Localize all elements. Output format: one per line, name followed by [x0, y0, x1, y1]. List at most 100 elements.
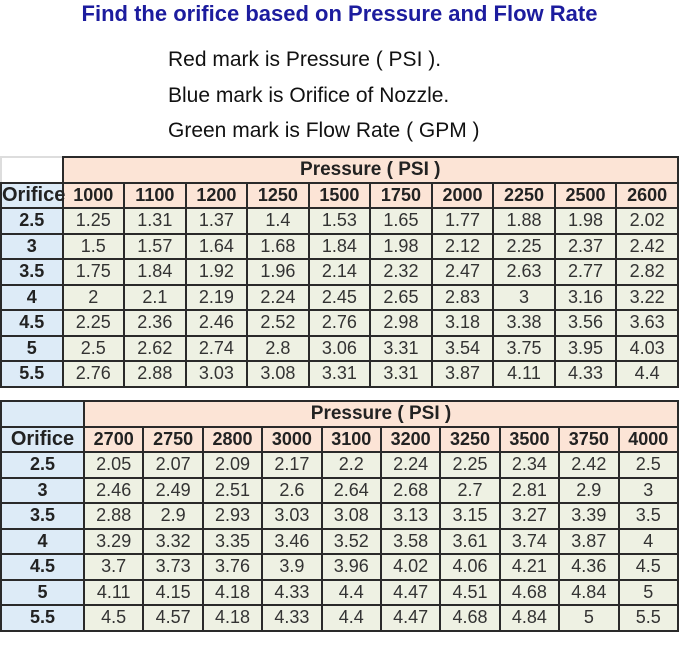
- flow-rate-cell: 1.84: [123, 258, 187, 286]
- flow-rate-cell: 4.36: [558, 553, 620, 581]
- orifice-cell: 5: [0, 578, 85, 606]
- note-flow-rate: Green mark is Flow Rate ( GPM ): [168, 119, 480, 142]
- orifice-cell: 4.5: [0, 309, 64, 337]
- flow-rate-cell: 3.63: [615, 309, 679, 337]
- flow-rate-cell: 2.74: [184, 334, 249, 362]
- flow-rate-cell: 3.74: [498, 527, 561, 555]
- flow-rate-cell: 1.88: [492, 207, 556, 235]
- orifice-cell: 5.5: [0, 604, 85, 632]
- flow-rate-cell: 1.75: [61, 258, 126, 286]
- flow-rate-cell: 4.5: [82, 604, 145, 632]
- flow-rate-cell: 3.87: [558, 527, 620, 555]
- flow-rate-cell: 1.77: [430, 207, 495, 235]
- flow-rate-cell: 4.68: [439, 604, 501, 632]
- flow-rate-cell: 2.93: [201, 502, 264, 530]
- flow-rate-cell: 4.84: [558, 578, 620, 606]
- pressure-header: 3500: [498, 425, 561, 453]
- flow-rate-cell: 3.76: [201, 553, 264, 581]
- flow-rate-cell: 2.42: [558, 451, 620, 479]
- pressure-header: 2250: [492, 181, 556, 209]
- flow-rate-cell: 3.29: [82, 527, 145, 555]
- flow-rate-cell: 1.98: [553, 207, 618, 235]
- flow-rate-cell: 5: [617, 578, 679, 606]
- flow-rate-cell: 2.02: [615, 207, 679, 235]
- flow-rate-cell: 5: [558, 604, 620, 632]
- flow-rate-cell: 1.31: [123, 207, 187, 235]
- pressure-header: 2750: [142, 425, 204, 453]
- flow-rate-cell: 2.5: [617, 451, 679, 479]
- flow-rate-cell: 2.81: [498, 476, 561, 504]
- flow-rate-cell: 3.27: [498, 502, 561, 530]
- flow-rate-cell: 4.5: [617, 553, 679, 581]
- table-row: 5 4.11 4.15 4.18 4.33 4.4 4.47 4.51 4.68 4.84 5: [0, 578, 679, 606]
- legend-notes: Red mark is Pressure ( PSI ). Blue mark …: [168, 42, 480, 149]
- flow-rate-cell: 1.84: [307, 232, 372, 260]
- flow-rate-cell: 2.09: [201, 451, 264, 479]
- table-row: 2.5 2.05 2.07 2.09 2.17 2.2 2.24 2.25 2.34 2.42 2.…: [0, 451, 679, 479]
- flow-rate-cell: 4.15: [142, 578, 204, 606]
- flow-rate-cell: 1.96: [246, 258, 310, 286]
- orifice-cell: 5.5: [0, 360, 64, 388]
- flow-rate-cell: 1.37: [184, 207, 249, 235]
- pressure-header: 3250: [439, 425, 501, 453]
- flow-rate-cell: 4.68: [498, 578, 561, 606]
- flow-rate-cell: 4.47: [379, 604, 442, 632]
- orifice-table-1: Pressure ( PSI ) Orifice 1000 1100 1200 1250 1…: [0, 156, 679, 388]
- page-title: Find the orifice based on Pressure and F…: [81, 1, 598, 26]
- flow-rate-cell: 2.37: [553, 232, 618, 260]
- pressure-header: 2000: [430, 181, 495, 209]
- pressure-group-header: Pressure ( PSI ): [83, 400, 679, 428]
- flow-rate-cell: 4.4: [320, 604, 382, 632]
- orifice-cell: 2.5: [0, 451, 85, 479]
- flow-rate-cell: 4.57: [142, 604, 204, 632]
- flow-rate-cell: 2.62: [123, 334, 187, 362]
- flow-rate-cell: 3.31: [369, 360, 433, 388]
- flow-rate-cell: 2.34: [498, 451, 561, 479]
- flow-rate-cell: 2.45: [307, 283, 372, 311]
- table-row: 4 2 2.1 2.19 2.24 2.45 2.65 2.83 3 3.16 3.22: [0, 283, 679, 311]
- pressure-group-row: Pressure ( PSI ): [0, 156, 679, 184]
- flow-rate-cell: 2.25: [439, 451, 501, 479]
- flow-rate-cell: 4.51: [439, 578, 501, 606]
- flow-rate-cell: 2.51: [201, 476, 264, 504]
- flow-rate-cell: 3.61: [439, 527, 501, 555]
- flow-rate-cell: 4.06: [439, 553, 501, 581]
- flow-rate-cell: 3.52: [320, 527, 382, 555]
- flow-rate-cell: 4.18: [201, 604, 264, 632]
- orifice-cell: 2.5: [0, 207, 64, 235]
- orifice-cell: 3.5: [0, 502, 85, 530]
- flow-rate-cell: 2.24: [379, 451, 442, 479]
- flow-rate-cell: 3.5: [617, 502, 679, 530]
- flow-rate-cell: 4.33: [261, 578, 323, 606]
- flow-rate-cell: 3.13: [379, 502, 442, 530]
- table-row: 3.5 2.88 2.9 2.93 3.03 3.08 3.13 3.15 3.27 3.39 3.…: [0, 502, 679, 530]
- corner-cell: [0, 156, 64, 184]
- flow-rate-cell: 3: [617, 476, 679, 504]
- pressure-header: 4000: [617, 425, 679, 453]
- flow-rate-cell: 3.35: [201, 527, 264, 555]
- pressure-header: 2500: [553, 181, 618, 209]
- flow-rate-cell: 4.11: [492, 360, 556, 388]
- flow-rate-cell: 2.42: [615, 232, 679, 260]
- flow-rate-cell: 3.31: [369, 334, 433, 362]
- pressure-header: 1100: [123, 181, 187, 209]
- flow-rate-cell: 2.63: [492, 258, 556, 286]
- flow-rate-cell: 2.46: [184, 309, 249, 337]
- pressure-group-row: Pressure ( PSI ): [0, 400, 679, 428]
- flow-rate-cell: 2.5: [61, 334, 126, 362]
- pressure-header: 1250: [246, 181, 310, 209]
- flow-rate-cell: 3.32: [142, 527, 204, 555]
- pressure-header: 1750: [369, 181, 433, 209]
- flow-rate-cell: 2.2: [320, 451, 382, 479]
- flow-rate-cell: 3.31: [307, 360, 372, 388]
- table-row: 3.5 1.75 1.84 1.92 1.96 2.14 2.32 2.47 2.63 2.77 2…: [0, 258, 679, 286]
- flow-rate-cell: 2.8: [246, 334, 310, 362]
- flow-rate-cell: 3.22: [615, 283, 679, 311]
- flow-rate-cell: 1.68: [246, 232, 310, 260]
- flow-rate-cell: 4.84: [498, 604, 561, 632]
- flow-rate-cell: 4.33: [553, 360, 618, 388]
- orifice-cell: 4.5: [0, 553, 85, 581]
- flow-rate-cell: 3.15: [439, 502, 501, 530]
- flow-rate-cell: 2.47: [430, 258, 495, 286]
- flow-rate-cell: 3.7: [82, 553, 145, 581]
